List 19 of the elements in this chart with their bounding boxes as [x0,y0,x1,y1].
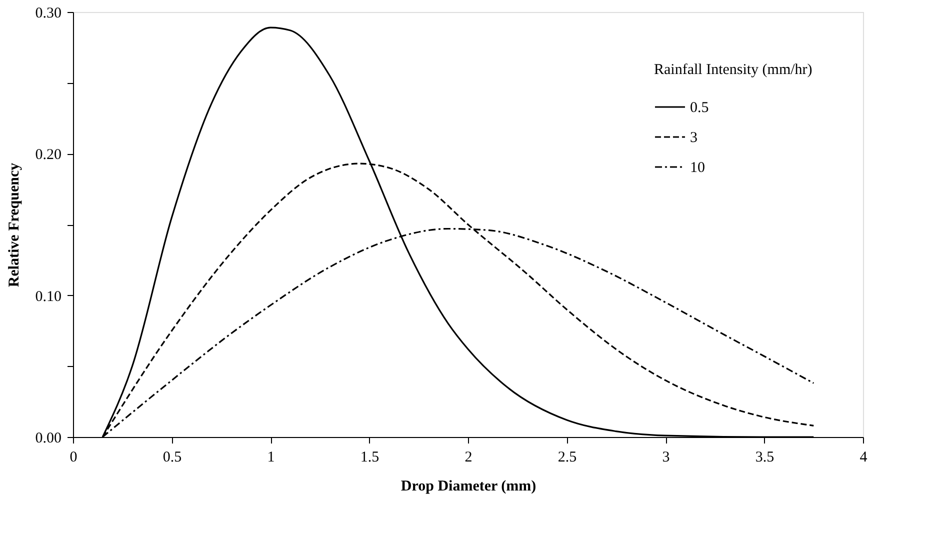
x-tick-label: 2.5 [558,450,577,466]
x-tick-label: 3.5 [755,450,774,466]
x-tick-label: 3 [662,450,670,466]
y-tick-label: 0.10 [35,288,62,305]
x-axis-title: Drop Diameter (mm) [400,478,536,494]
y-axis-title: Relative Frequency [6,162,22,288]
x-tick-label: 0 [70,450,78,466]
x-tick-label: 4 [860,450,868,466]
x-tick-label: 2 [464,450,472,466]
y-tick-label: 0.30 [35,6,62,22]
legend-title: Rainfall Intensity (mm/hr) [654,62,812,78]
legend-label: 0.5 [690,100,709,116]
x-tick-label: 0.5 [162,450,182,466]
y-tick-label: 0.20 [35,147,62,164]
y-tick-label: 0.00 [35,430,62,446]
legend-label: 3 [690,130,698,146]
legend-label: 10 [690,160,705,176]
x-tick-label: 1.5 [360,450,380,466]
x-tick-label: 1 [267,450,275,466]
